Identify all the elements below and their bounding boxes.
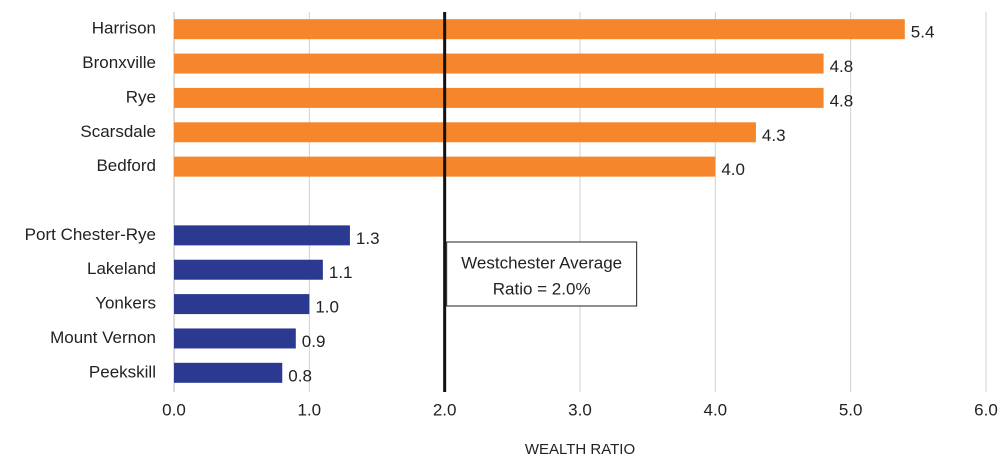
bar [174, 225, 350, 246]
x-tick-label: 5.0 [839, 400, 863, 419]
data-label: 0.9 [302, 332, 326, 351]
bar [174, 19, 905, 40]
y-tick-label: Lakeland [87, 259, 156, 278]
data-label: 1.3 [356, 229, 380, 248]
data-label: 1.0 [315, 298, 339, 317]
x-axis-title: WEALTH RATIO [525, 441, 635, 458]
y-tick-label: Peekskill [89, 362, 156, 381]
y-tick-label: Rye [126, 87, 156, 106]
y-tick-label: Scarsdale [80, 122, 156, 141]
annotation-text: Ratio = 2.0% [493, 279, 591, 298]
bar [174, 53, 824, 74]
data-label: 4.8 [830, 91, 854, 110]
y-tick-label: Yonkers [95, 294, 156, 313]
y-tick-label: Harrison [92, 19, 156, 38]
data-label: 1.1 [329, 263, 353, 282]
data-label: 0.8 [288, 366, 312, 385]
y-tick-label: Port Chester-Rye [25, 225, 156, 244]
annotation-text: Westchester Average [461, 253, 622, 272]
data-label: 4.8 [830, 57, 854, 76]
y-tick-label: Bedford [96, 156, 156, 175]
data-label: 4.0 [721, 160, 745, 179]
x-tick-label: 0.0 [162, 400, 186, 419]
bar [174, 122, 756, 143]
x-tick-label: 4.0 [704, 400, 728, 419]
x-tick-label: 1.0 [298, 400, 322, 419]
bar [174, 328, 296, 349]
bar [174, 294, 310, 315]
x-tick-label: 6.0 [974, 400, 998, 419]
data-label: 5.4 [911, 23, 935, 42]
x-tick-label: 2.0 [433, 400, 457, 419]
y-tick-label: Mount Vernon [50, 328, 156, 347]
annotation-box [446, 241, 638, 307]
x-tick-label: 3.0 [568, 400, 592, 419]
bar [174, 87, 824, 108]
y-tick-label: Bronxville [82, 53, 156, 72]
data-label: 4.3 [762, 126, 786, 145]
bar [174, 362, 283, 383]
bar [174, 259, 323, 280]
